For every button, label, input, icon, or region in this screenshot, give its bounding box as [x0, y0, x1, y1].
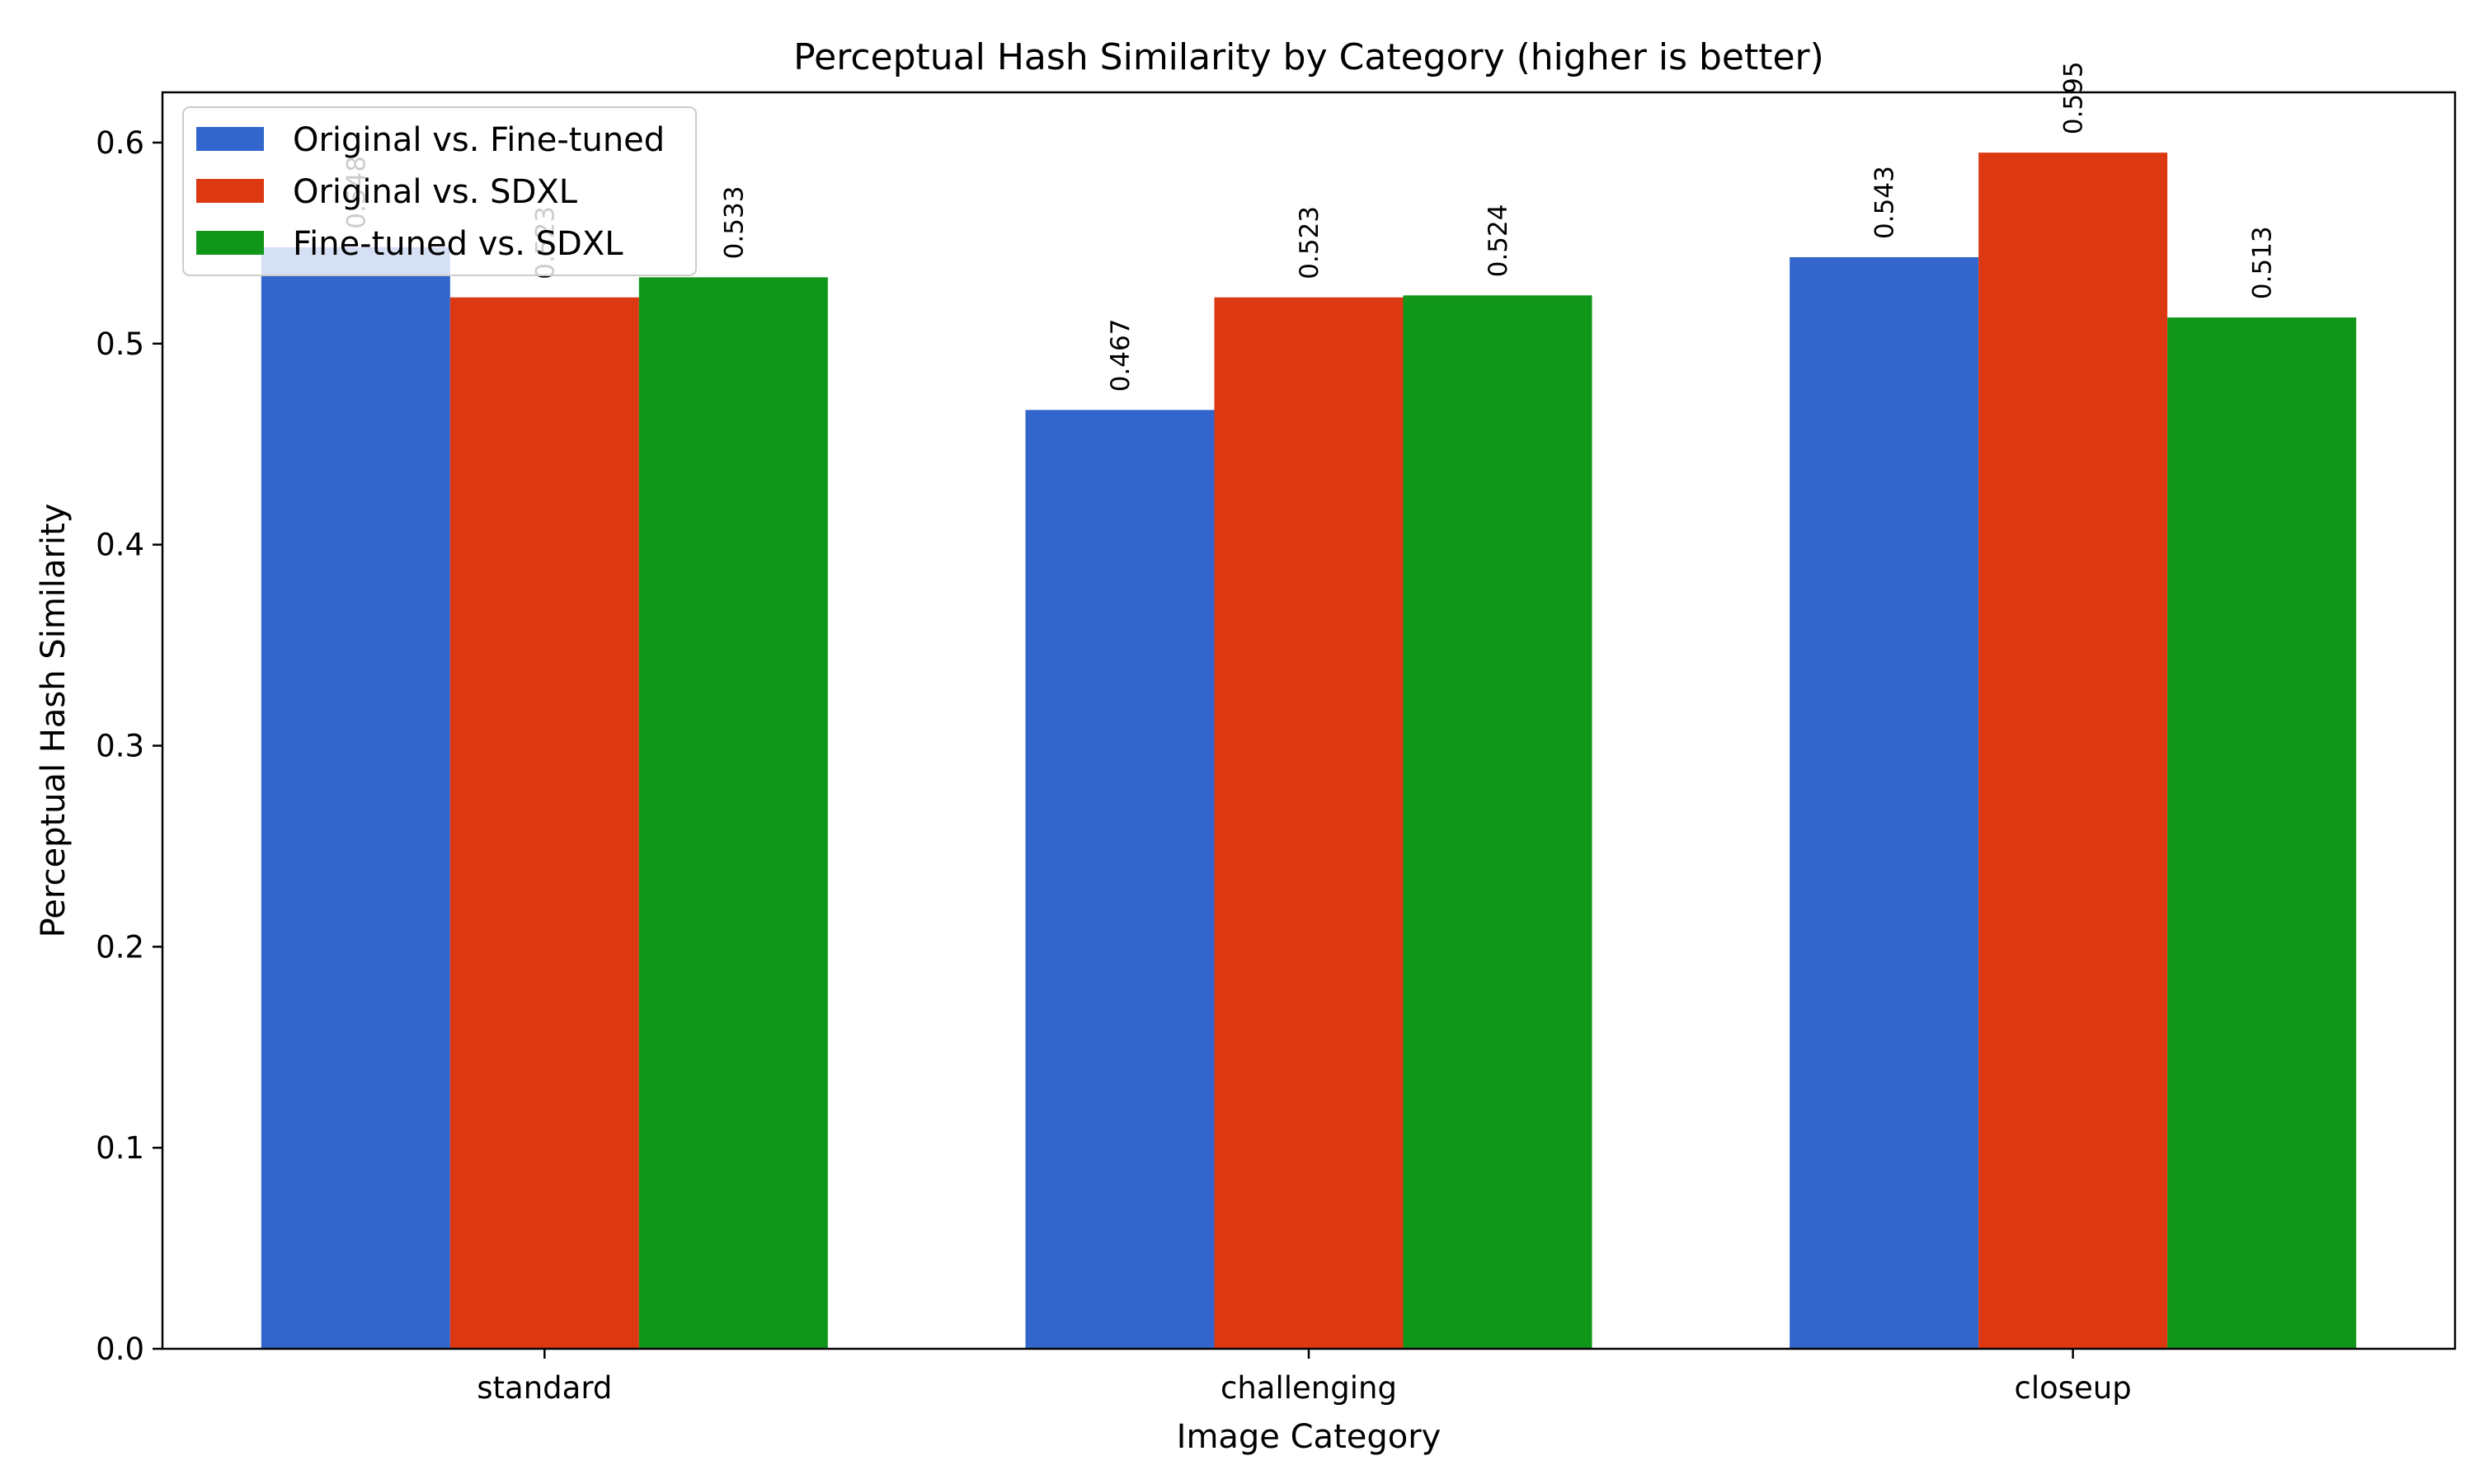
y-tick-label: 0.1 — [96, 1130, 144, 1166]
x-tick-label: closeup — [2015, 1370, 2132, 1406]
legend: Original vs. Fine-tuned Original vs. SDXL… — [182, 106, 697, 276]
legend-label: Original vs. SDXL — [293, 173, 578, 211]
y-tick-label: 0.0 — [96, 1331, 144, 1367]
bar-challenging-series-2 — [1214, 297, 1404, 1349]
legend-swatch — [196, 231, 264, 255]
y-tick-label: 0.4 — [96, 528, 144, 563]
bar-closeup-series-1 — [1790, 256, 1979, 1350]
y-tick-label: 0.3 — [96, 728, 144, 763]
chart-title: Perceptual Hash Similarity by Category (… — [793, 36, 1824, 78]
bar-value-label: 0.523 — [1295, 206, 1324, 279]
bar-standard-series-2 — [449, 297, 639, 1349]
bar-value-label: 0.513 — [2248, 226, 2278, 299]
y-axis-label: Perceptual Hash Similarity — [35, 504, 73, 938]
bar-closeup-series-2 — [1978, 153, 2168, 1350]
y-tick-label: 0.2 — [96, 929, 144, 965]
bar-value-label: 0.595 — [2059, 61, 2089, 134]
x-tick-label: challenging — [1221, 1370, 1397, 1406]
bar-standard-series-1 — [261, 247, 450, 1349]
legend-box — [182, 106, 697, 276]
bar-value-label: 0.543 — [1870, 166, 1900, 239]
legend-swatch — [196, 179, 264, 203]
legend-swatch — [196, 127, 264, 151]
bar-value-label: 0.533 — [719, 186, 749, 260]
x-tick-label: standard — [477, 1370, 612, 1406]
bar-challenging-series-3 — [1403, 295, 1592, 1349]
bar-challenging-series-1 — [1025, 410, 1215, 1349]
y-tick-label: 0.6 — [96, 125, 144, 161]
x-axis: standard challenging closeup — [477, 1349, 2132, 1406]
bars-group — [261, 153, 2357, 1350]
y-axis: 0.0 0.1 0.2 0.3 0.4 0.5 0.6 — [96, 125, 162, 1367]
legend-label: Original vs. Fine-tuned — [293, 121, 665, 159]
bar-standard-series-3 — [638, 277, 828, 1350]
x-axis-label: Image Category — [1177, 1418, 1442, 1456]
bar-value-label: 0.467 — [1106, 319, 1136, 392]
y-tick-label: 0.5 — [96, 326, 144, 362]
bar-value-label: 0.524 — [1484, 204, 1513, 278]
legend-label: Fine-tuned vs. SDXL — [293, 225, 623, 263]
bar-closeup-series-3 — [2167, 317, 2357, 1349]
